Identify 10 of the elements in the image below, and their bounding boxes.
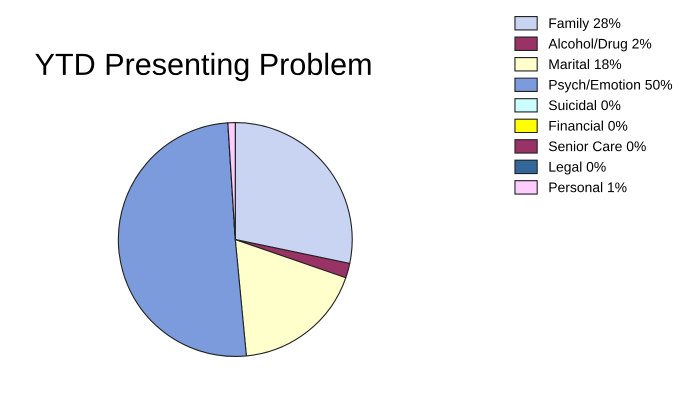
legend-label: Financial 0% <box>549 120 628 131</box>
legend-label: Personal 1% <box>549 182 627 192</box>
legend-label: Suicidal 0% <box>548 100 620 110</box>
text: YTD Presenting Problem <box>35 52 371 82</box>
legend-label: Psych/Emotion 50% <box>549 79 672 92</box>
legend-label: Family 28% <box>549 18 620 31</box>
legend-label: Marital 18% <box>549 58 622 70</box>
legend-label: Legal 0% <box>549 162 606 174</box>
legend-label: Senior Care 0% <box>548 141 646 152</box>
legend-label: Alcohol/Drug 2% <box>548 38 652 52</box>
